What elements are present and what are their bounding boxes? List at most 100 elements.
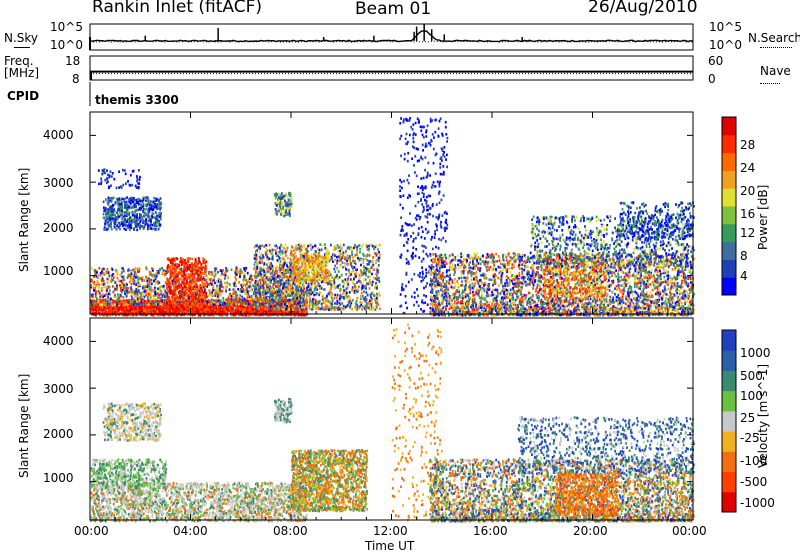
- power-cell: [136, 298, 139, 301]
- power-cell: [183, 303, 186, 306]
- power-cell: [116, 272, 119, 276]
- velocity-ytick-2000: 2000: [43, 428, 74, 440]
- power-cell: [130, 300, 133, 304]
- power-cell: [212, 305, 215, 309]
- power-cell: [183, 313, 186, 316]
- power-cell: [146, 285, 149, 288]
- power-cell: [195, 260, 197, 264]
- power-cell: [131, 275, 134, 278]
- velocity-ytick-4000: 4000: [43, 335, 74, 347]
- power-cell: [215, 305, 217, 308]
- power-cell: [226, 269, 229, 273]
- power-cell: [121, 267, 124, 270]
- power-cell: [243, 297, 246, 301]
- power-cell: [196, 266, 199, 269]
- power-cell: [246, 293, 249, 297]
- power-cell: [97, 303, 100, 306]
- power-cell: [101, 279, 103, 283]
- power-cell: [245, 311, 248, 314]
- power-cell: [166, 270, 169, 274]
- power-cell: [156, 287, 159, 291]
- power-cell: [104, 313, 107, 317]
- power-cell: [106, 300, 109, 303]
- power-cell: [144, 310, 147, 313]
- power-cell: [160, 285, 163, 288]
- power-cell: [214, 281, 216, 285]
- power-cell: [145, 289, 148, 292]
- power-cell: [93, 269, 96, 272]
- power-cell: [122, 277, 125, 281]
- power-cell: [180, 308, 183, 311]
- power-cell: [201, 272, 204, 275]
- xaxis-title: Time UT: [365, 540, 414, 552]
- power-cell: [215, 306, 217, 310]
- power-cell: [174, 282, 177, 286]
- power-cell: [117, 307, 120, 310]
- power-cell: [186, 279, 188, 283]
- power-cell: [173, 287, 175, 290]
- power-cell: [220, 283, 223, 287]
- power-cell: [121, 286, 124, 289]
- power-cell: [202, 304, 205, 308]
- cpid-label: CPID: [7, 90, 39, 102]
- power-cell: [102, 301, 105, 305]
- power-cell: [227, 296, 230, 300]
- power-cell: [116, 276, 119, 280]
- power-cell: [195, 310, 198, 314]
- power-cell: [113, 274, 116, 277]
- power-cell: [183, 308, 185, 311]
- power-cell: [126, 283, 128, 287]
- power-cell: [120, 289, 122, 292]
- power-cell: [250, 297, 253, 301]
- vel-cb-tick-m1000: -1000: [740, 497, 775, 509]
- power-cell: [166, 266, 169, 269]
- power-cell: [241, 308, 243, 312]
- power-cb-tick-20: 20: [740, 185, 755, 197]
- power-cell: [159, 302, 162, 306]
- power-cell: [201, 277, 204, 281]
- power-cell: [150, 282, 153, 286]
- power-cell: [183, 281, 186, 285]
- power-cell: [152, 300, 154, 303]
- power-cell: [219, 269, 222, 272]
- freq-label: Freq.: [4, 55, 34, 67]
- power-cell: [96, 307, 99, 311]
- power-cell: [208, 309, 211, 312]
- power-cell: [164, 269, 167, 273]
- power-cell: [196, 307, 199, 311]
- power-cell: [219, 288, 221, 291]
- power-cell: [176, 281, 179, 284]
- xtick-6: 00:00: [672, 525, 707, 537]
- power-cell: [235, 302, 237, 306]
- power-cell: [242, 310, 244, 314]
- power-cell: [106, 267, 109, 271]
- power-cell: [93, 308, 96, 312]
- nsearch-tick-bottom: 10^0: [709, 39, 742, 51]
- power-cell: [137, 281, 140, 285]
- power-cell: [195, 269, 197, 272]
- power-cell: [210, 303, 213, 307]
- power-cell: [249, 300, 251, 303]
- power-cell: [216, 302, 219, 306]
- power-cell: [164, 273, 167, 276]
- power-cell: [176, 298, 179, 301]
- power-cell: [190, 297, 193, 300]
- power-cell: [248, 302, 251, 305]
- power-cell: [126, 291, 128, 295]
- nsky-label: N.Sky: [4, 32, 38, 44]
- power-cell: [153, 297, 155, 300]
- power-cell: [299, 311, 302, 314]
- power-cell: [123, 313, 125, 316]
- power-cell: [105, 302, 108, 306]
- power-cell: [174, 263, 177, 266]
- power-cell: [205, 281, 208, 284]
- power-cell: [208, 283, 211, 286]
- power-cell: [202, 298, 204, 302]
- power-cell: [244, 313, 247, 317]
- power-cell: [90, 300, 93, 304]
- power-cell: [221, 313, 224, 316]
- power-cell: [157, 271, 160, 275]
- power-cell: [100, 289, 103, 293]
- power-cell: [132, 297, 135, 300]
- power-cell: [244, 269, 247, 272]
